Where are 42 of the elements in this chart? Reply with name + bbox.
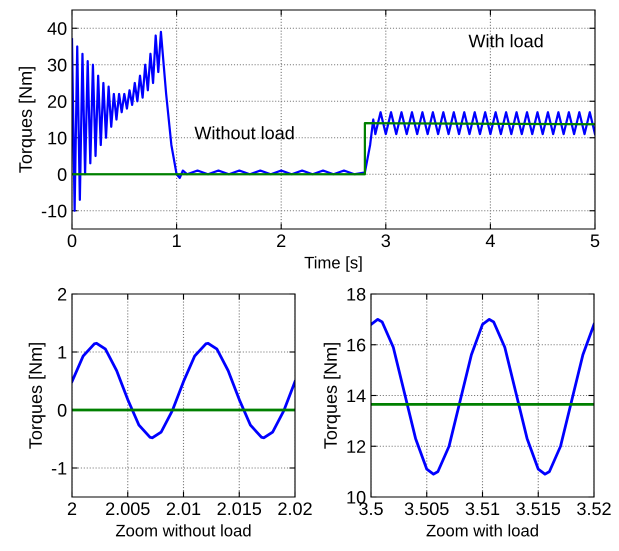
x-tick-label: 2.02 [278, 502, 312, 516]
y-tick-label: -1 [52, 462, 66, 475]
x-tick-label: 2.005 [106, 502, 150, 516]
y-tick-label: 18 [347, 288, 366, 301]
y-tick-label: 0 [58, 168, 66, 181]
y-tick-label: 10 [48, 132, 66, 144]
line-series [72, 30, 595, 212]
x-axis-title: Time [s] [304, 256, 362, 272]
x-tick-label: 2.01 [166, 502, 200, 516]
y-axis-title: Torques [Nm] [324, 343, 340, 449]
y-tick-label: 2 [58, 288, 66, 301]
y-tick-label: 40 [47, 22, 66, 35]
line-series [72, 342, 295, 440]
x-tick-label: 2 [277, 234, 286, 247]
x-tick-label: 2 [68, 502, 76, 515]
line-series [371, 318, 594, 476]
y-tick-label: 1 [58, 346, 66, 359]
x-tick-label: 3.505 [404, 502, 449, 516]
y-tick-label: 16 [347, 338, 366, 352]
x-tick-label: 3.5 [359, 502, 383, 516]
annotation: With load [468, 34, 543, 48]
x-axis-title: Zoom with load [426, 524, 538, 536]
y-axis-title: Torques [Nm] [18, 67, 36, 173]
y-tick-label: 14 [347, 390, 366, 402]
x-tick-label: 3.51 [466, 502, 500, 516]
x-tick-label: 5 [590, 234, 600, 248]
y-axis-title: Torques [Nm] [28, 343, 46, 449]
y-tick-label: 10 [347, 490, 366, 504]
x-tick-label: 0 [68, 234, 76, 248]
x-tick-label: 4 [486, 234, 495, 247]
annotation: Without load [194, 126, 294, 140]
x-tick-label: 3 [381, 234, 390, 248]
y-tick-label: -10 [42, 204, 66, 218]
y-tick-label: 20 [48, 95, 66, 108]
x-tick-label: 1 [172, 234, 181, 247]
x-tick-label: 3.515 [516, 502, 560, 516]
x-axis-title: Zoom without load [116, 524, 251, 536]
y-tick-label: 30 [48, 58, 66, 72]
y-tick-label: 0 [58, 404, 66, 417]
x-tick-label: 3.52 [577, 502, 611, 516]
y-tick-label: 12 [347, 440, 366, 453]
x-tick-label: 2.015 [218, 502, 262, 516]
